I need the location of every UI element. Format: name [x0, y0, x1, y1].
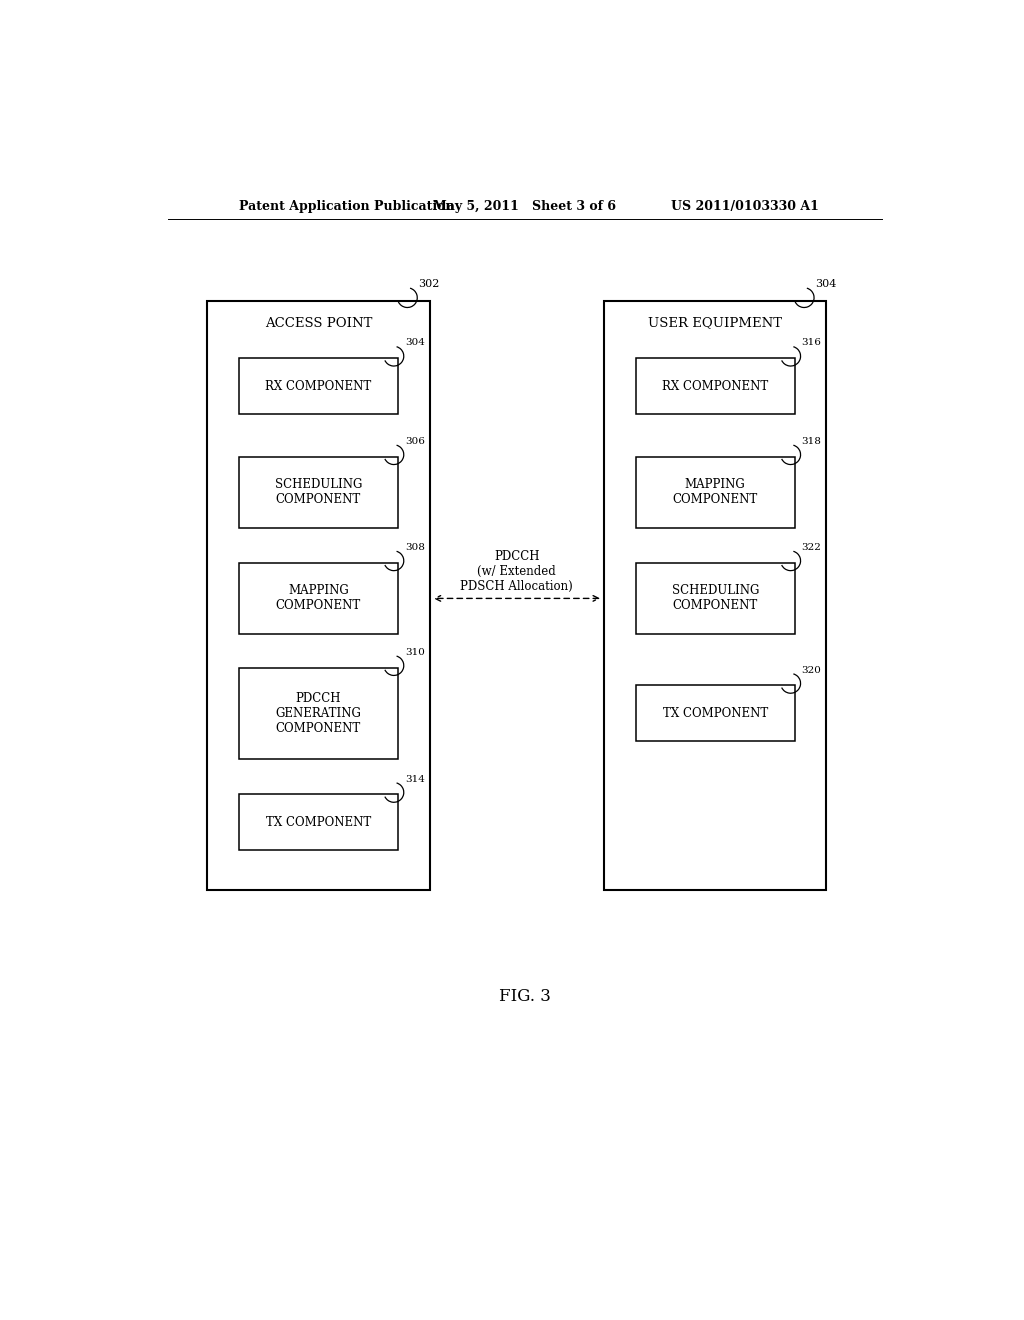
Text: 310: 310 — [404, 648, 425, 657]
Text: 304: 304 — [815, 279, 837, 289]
Text: TX COMPONENT: TX COMPONENT — [663, 706, 768, 719]
Bar — [636, 358, 795, 414]
Text: ACCESS POINT: ACCESS POINT — [265, 317, 372, 330]
Bar — [240, 457, 398, 528]
Bar — [636, 457, 795, 528]
Text: US 2011/0103330 A1: US 2011/0103330 A1 — [671, 199, 818, 213]
Bar — [207, 301, 430, 890]
Text: USER EQUIPMENT: USER EQUIPMENT — [648, 317, 782, 330]
Text: May 5, 2011   Sheet 3 of 6: May 5, 2011 Sheet 3 of 6 — [433, 199, 616, 213]
Text: RX COMPONENT: RX COMPONENT — [663, 380, 768, 392]
Bar — [604, 301, 826, 890]
Text: FIG. 3: FIG. 3 — [499, 989, 551, 1006]
Text: TX COMPONENT: TX COMPONENT — [266, 816, 371, 829]
Text: 316: 316 — [802, 338, 821, 347]
Text: 320: 320 — [802, 665, 821, 675]
Text: MAPPING
COMPONENT: MAPPING COMPONENT — [673, 478, 758, 507]
Text: PDCCH
(w/ Extended
PDSCH Allocation): PDCCH (w/ Extended PDSCH Allocation) — [461, 550, 573, 593]
Text: 314: 314 — [404, 775, 425, 784]
Text: 308: 308 — [404, 543, 425, 552]
Text: 306: 306 — [404, 437, 425, 446]
Text: SCHEDULING
COMPONENT: SCHEDULING COMPONENT — [672, 585, 759, 612]
Bar — [636, 685, 795, 742]
Text: 304: 304 — [404, 338, 425, 347]
Text: RX COMPONENT: RX COMPONENT — [265, 380, 372, 392]
Bar — [240, 668, 398, 759]
Bar — [240, 562, 398, 634]
Text: SCHEDULING
COMPONENT: SCHEDULING COMPONENT — [274, 478, 362, 507]
Bar — [240, 795, 398, 850]
Text: Patent Application Publication: Patent Application Publication — [240, 199, 455, 213]
Text: PDCCH
GENERATING
COMPONENT: PDCCH GENERATING COMPONENT — [275, 692, 361, 735]
Text: 318: 318 — [802, 437, 821, 446]
Bar — [636, 562, 795, 634]
Text: 322: 322 — [802, 543, 821, 552]
Bar — [240, 358, 398, 414]
Text: 302: 302 — [418, 279, 439, 289]
Text: MAPPING
COMPONENT: MAPPING COMPONENT — [275, 585, 361, 612]
